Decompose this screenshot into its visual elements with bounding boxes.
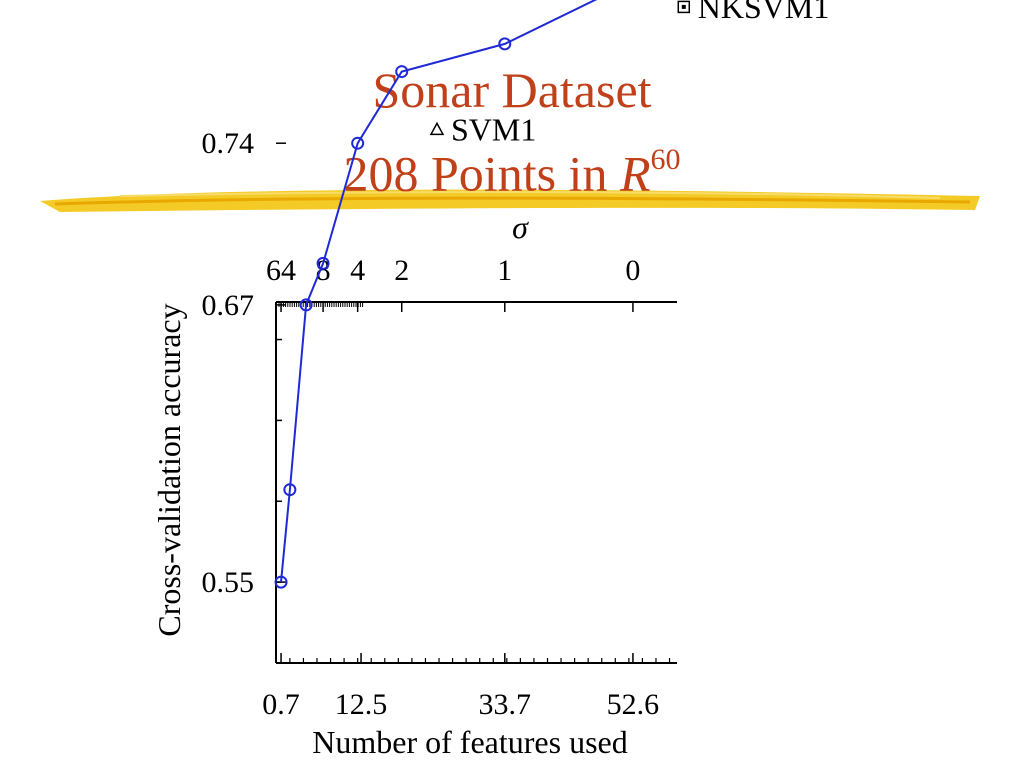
x-tick-label: 52.6 <box>607 688 660 721</box>
top-tick-label: 0 <box>625 254 640 287</box>
series-line <box>280 0 598 583</box>
point-label: SVM1 <box>451 111 536 147</box>
title-variable: R <box>619 145 651 202</box>
x-tick-label: 33.7 <box>479 688 532 721</box>
square-marker <box>677 0 691 14</box>
chart-axes <box>275 301 677 664</box>
point-svm1: SVM1 <box>429 111 536 147</box>
x-axis-label: Number of features used <box>312 724 627 760</box>
y-tick-label: 0.74 <box>202 127 255 160</box>
chart-series <box>274 0 598 589</box>
top-tick-label: 64 <box>266 254 296 287</box>
series-point <box>299 298 313 312</box>
square-marker-center <box>681 4 686 9</box>
top-tick-label: 8 <box>316 254 331 287</box>
triangle-marker <box>429 121 445 136</box>
y-tick-label: 0.55 <box>202 566 255 599</box>
top-tick-label: 2 <box>394 254 409 287</box>
top-axis-label-sigma: σ <box>512 209 529 245</box>
x-tick-label: 12.5 <box>335 688 388 721</box>
title-superscript: 60 <box>650 143 681 176</box>
series-point <box>316 256 330 270</box>
point-nksvm1: NKSVM1 <box>677 0 830 25</box>
series-point <box>274 575 288 589</box>
x-tick-label: 0.7 <box>262 688 300 721</box>
top-tick-label: 4 <box>350 254 365 287</box>
series-point <box>395 65 409 79</box>
series-point <box>351 136 365 150</box>
title-prefix: 208 Points in <box>343 145 620 202</box>
point-label: NKSVM1 <box>698 0 830 25</box>
page-title-line2: 208 Points in R60 <box>0 136 1024 202</box>
page-title-line1: Sonar Dataset <box>372 62 652 118</box>
chart-points: NKSVM1 SVM1 <box>429 0 830 147</box>
y-tick-label: 0.67 <box>202 289 255 322</box>
series-point <box>498 37 512 51</box>
y-axis-label: Cross-validation accuracy <box>151 303 187 636</box>
top-tick-label: 1 <box>497 254 512 287</box>
series-point <box>283 483 297 497</box>
